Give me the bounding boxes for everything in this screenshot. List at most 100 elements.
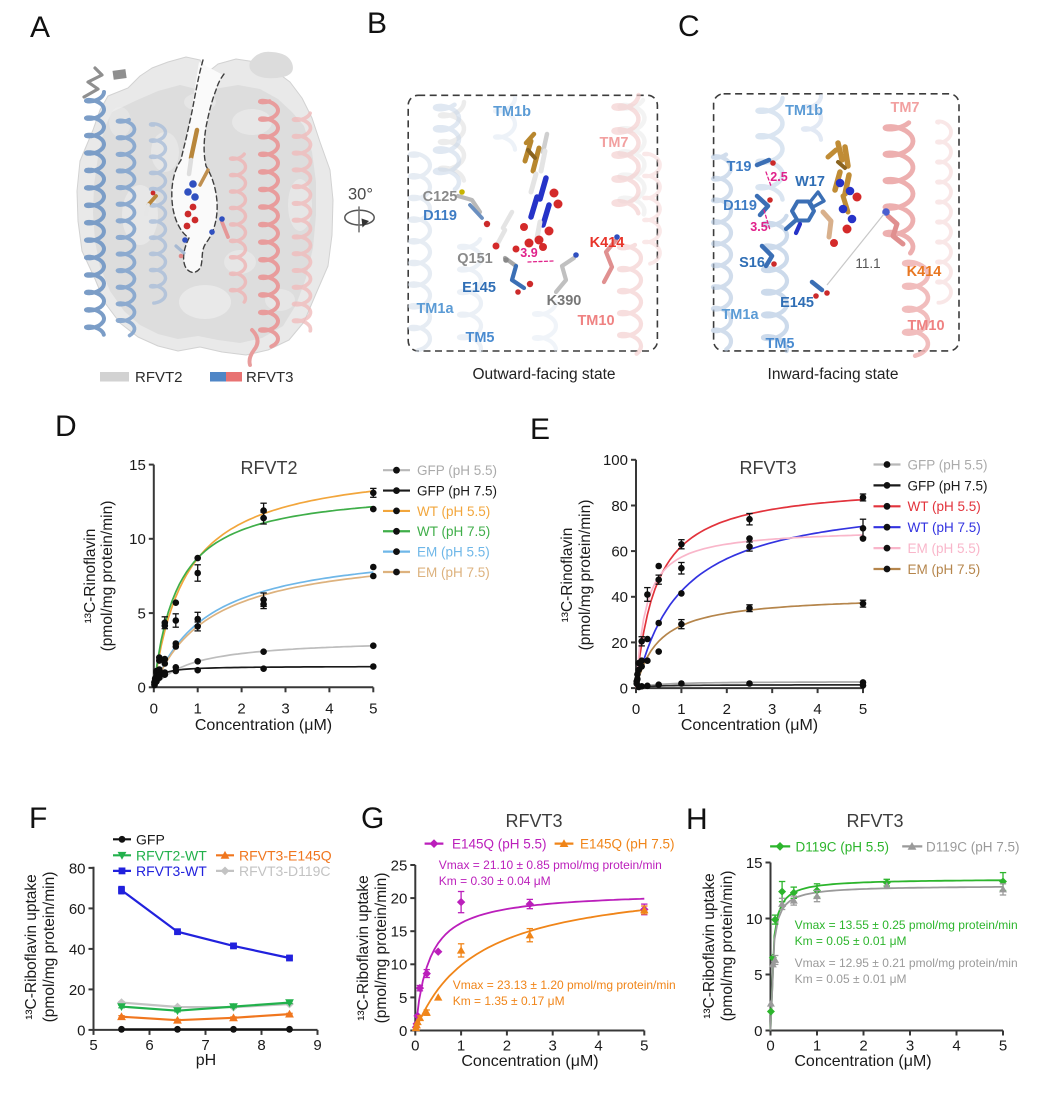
svg-text:¹³C-Riboflavin uptake: ¹³C-Riboflavin uptake <box>23 874 40 1020</box>
svg-text:TM5: TM5 <box>466 330 495 346</box>
svg-text:GFP (pH 7.5): GFP (pH 7.5) <box>417 483 497 498</box>
svg-text:1: 1 <box>457 1038 465 1055</box>
svg-text:RFVT3: RFVT3 <box>505 811 562 831</box>
svg-text:WT (pH 7.5): WT (pH 7.5) <box>417 524 490 539</box>
svg-text:15: 15 <box>129 457 146 474</box>
svg-text:5: 5 <box>999 1038 1007 1055</box>
svg-text:0: 0 <box>632 701 640 718</box>
svg-text:5: 5 <box>89 1037 97 1054</box>
svg-text:20: 20 <box>611 635 628 652</box>
svg-text:WT (pH 7.5): WT (pH 7.5) <box>908 520 981 535</box>
svg-text:S16: S16 <box>739 255 765 271</box>
svg-text:D119C (pH 7.5): D119C (pH 7.5) <box>926 839 1020 854</box>
svg-text:C125: C125 <box>423 189 458 205</box>
svg-text:6: 6 <box>145 1037 153 1054</box>
svg-text:RFVT3: RFVT3 <box>246 369 294 386</box>
svg-text:Inward-facing state: Inward-facing state <box>768 366 899 383</box>
svg-text:3.5: 3.5 <box>750 220 767 234</box>
svg-text:(pmol/mg protein/min): (pmol/mg protein/min) <box>41 872 58 1023</box>
svg-text:D: D <box>55 410 77 443</box>
svg-text:Q151: Q151 <box>457 251 492 267</box>
svg-text:3.9: 3.9 <box>520 246 537 260</box>
svg-text:25: 25 <box>391 857 408 874</box>
svg-text:4: 4 <box>952 1038 960 1055</box>
svg-text:Outward-facing state: Outward-facing state <box>472 366 615 383</box>
svg-text:Vmax = 12.95 ± 0.21 pmol/mg pr: Vmax = 12.95 ± 0.21 pmol/mg protein/min <box>795 956 1018 970</box>
svg-text:Km = 0.05 ± 0.01 μM: Km = 0.05 ± 0.01 μM <box>795 934 907 948</box>
svg-text:TM7: TM7 <box>891 100 920 116</box>
svg-text:2: 2 <box>859 1038 867 1055</box>
svg-text:7: 7 <box>201 1037 209 1054</box>
svg-text:3: 3 <box>768 701 776 718</box>
svg-text:2: 2 <box>237 700 245 717</box>
svg-text:1: 1 <box>813 1038 821 1055</box>
svg-text:(pmol/mg protein/min): (pmol/mg protein/min) <box>373 873 390 1024</box>
svg-text:15: 15 <box>746 855 763 872</box>
svg-text:Concentration (μM): Concentration (μM) <box>461 1053 598 1070</box>
svg-text:E145: E145 <box>780 295 814 311</box>
svg-text:EM (pH 5.5): EM (pH 5.5) <box>908 541 981 556</box>
svg-text:5: 5 <box>859 701 867 718</box>
svg-text:¹³C-Riboflavin uptake: ¹³C-Riboflavin uptake <box>355 875 372 1021</box>
svg-text:K414: K414 <box>590 235 625 251</box>
svg-text:2: 2 <box>503 1038 511 1055</box>
svg-text:1: 1 <box>194 700 202 717</box>
svg-text:1: 1 <box>677 701 685 718</box>
svg-text:15: 15 <box>391 924 408 941</box>
svg-text:0: 0 <box>399 1023 407 1040</box>
svg-text:9: 9 <box>313 1037 321 1054</box>
svg-text:0: 0 <box>411 1038 419 1055</box>
svg-text:8: 8 <box>257 1037 265 1054</box>
svg-text:EM (pH 5.5): EM (pH 5.5) <box>417 545 490 560</box>
svg-text:(pmol/mg protein/min): (pmol/mg protein/min) <box>577 500 594 651</box>
svg-text:¹³C-Riboflavin uptake: ¹³C-Riboflavin uptake <box>701 873 718 1019</box>
svg-text:GFP: GFP <box>136 831 165 847</box>
svg-text:4: 4 <box>813 701 821 718</box>
svg-text:E145Q (pH 5.5): E145Q (pH 5.5) <box>452 837 547 852</box>
svg-text:40: 40 <box>611 589 628 606</box>
svg-text:T19: T19 <box>727 159 752 175</box>
svg-text:E145: E145 <box>462 280 496 296</box>
svg-text:0: 0 <box>620 681 628 698</box>
svg-text:GFP (pH 5.5): GFP (pH 5.5) <box>908 457 988 472</box>
svg-text:Concentration (μM): Concentration (μM) <box>794 1053 931 1070</box>
svg-text:100: 100 <box>603 452 628 469</box>
svg-text:10: 10 <box>129 531 146 548</box>
svg-text:TM1a: TM1a <box>721 307 759 323</box>
svg-text:RFVT2: RFVT2 <box>135 369 183 386</box>
svg-text:TM10: TM10 <box>907 318 944 334</box>
svg-text:0: 0 <box>754 1023 762 1040</box>
svg-text:0: 0 <box>766 1038 774 1055</box>
svg-text:Km = 1.35 ± 0.17 μM: Km = 1.35 ± 0.17 μM <box>453 994 565 1008</box>
svg-text:2: 2 <box>723 701 731 718</box>
svg-text:RFVT3-E145Q: RFVT3-E145Q <box>239 847 332 863</box>
svg-text:Concentration (μM): Concentration (μM) <box>681 717 818 734</box>
svg-text:B: B <box>367 7 387 40</box>
svg-text:5: 5 <box>399 990 407 1007</box>
svg-text:¹³C-Rinoflavin: ¹³C-Rinoflavin <box>82 529 99 624</box>
svg-text:RFVT3-D119C: RFVT3-D119C <box>239 863 331 879</box>
svg-text:TM10: TM10 <box>577 313 614 329</box>
svg-text:(pmol/mg protein/min): (pmol/mg protein/min) <box>719 871 736 1022</box>
svg-text:EM (pH 7.5): EM (pH 7.5) <box>908 562 981 577</box>
svg-text:K390: K390 <box>547 293 582 309</box>
svg-text:30°: 30° <box>348 186 373 204</box>
svg-text:5: 5 <box>369 700 377 717</box>
svg-text:RFVT2-WT: RFVT2-WT <box>136 847 207 863</box>
svg-text:0: 0 <box>77 1022 85 1039</box>
svg-text:C: C <box>678 10 700 43</box>
svg-text:Km = 0.05 ± 0.01 μM: Km = 0.05 ± 0.01 μM <box>795 972 907 986</box>
svg-text:11.1: 11.1 <box>855 256 880 271</box>
svg-text:D119: D119 <box>723 198 757 214</box>
svg-text:pH: pH <box>196 1052 216 1069</box>
svg-text:60: 60 <box>611 544 628 561</box>
svg-text:Vmax = 21.10 ± 0.85 pmol/mg pr: Vmax = 21.10 ± 0.85 pmol/mg protein/min <box>439 858 662 872</box>
svg-text:40: 40 <box>69 941 86 958</box>
svg-text:5: 5 <box>640 1038 648 1055</box>
svg-text:3: 3 <box>549 1038 557 1055</box>
svg-text:W17: W17 <box>795 174 825 190</box>
svg-text:3: 3 <box>281 700 289 717</box>
svg-text:80: 80 <box>611 498 628 515</box>
svg-text:Km = 0.30 ± 0.04 μM: Km = 0.30 ± 0.04 μM <box>439 874 551 888</box>
svg-text:5: 5 <box>754 967 762 984</box>
